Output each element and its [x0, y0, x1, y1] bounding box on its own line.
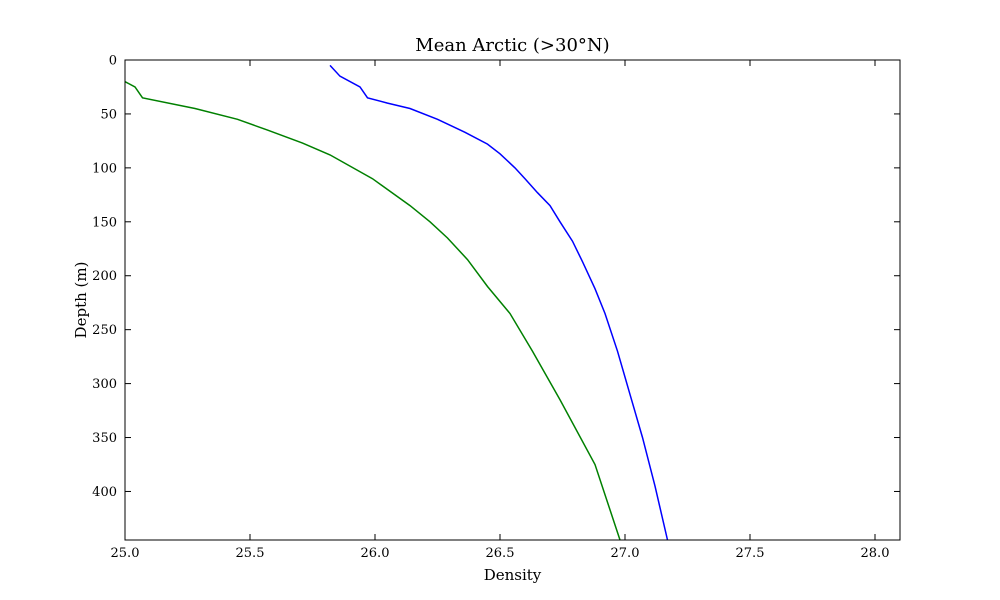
series-line-2 — [124, 80, 621, 541]
axes-layer: 25.0 25.5 26.0 26.5 27.0 27.5 28.0 0 50 100 150 200… — [92, 54, 900, 561]
y-tick-label: 400 — [92, 485, 117, 500]
x-tick-label: 27.0 — [611, 546, 640, 561]
x-tick-label: 26.0 — [361, 546, 390, 561]
x-tick-label: 25.0 — [111, 546, 140, 561]
y-tick-label: 0 — [109, 54, 117, 69]
x-tick-label: 27.5 — [736, 546, 765, 561]
y-tick-label: 100 — [92, 161, 117, 176]
chart-title: Mean Arctic (>30°N) — [415, 35, 609, 56]
x-tick-label: 26.5 — [486, 546, 515, 561]
y-tick-label: 350 — [92, 431, 117, 446]
y-tick-label: 200 — [92, 269, 117, 284]
series-line-1 — [329, 64, 669, 541]
y-tick-label: 50 — [100, 107, 117, 122]
series-layer — [124, 64, 669, 541]
x-tick-label: 28.0 — [861, 546, 890, 561]
y-tick-label: 300 — [92, 377, 117, 392]
x-tick-label: 25.5 — [236, 546, 265, 561]
y-tick-label: 250 — [92, 323, 117, 338]
x-axis-title: Density — [484, 566, 542, 584]
plot-frame — [124, 59, 901, 541]
y-axis-title: Depth (m) — [72, 262, 90, 339]
y-tick-label: 150 — [92, 215, 117, 230]
